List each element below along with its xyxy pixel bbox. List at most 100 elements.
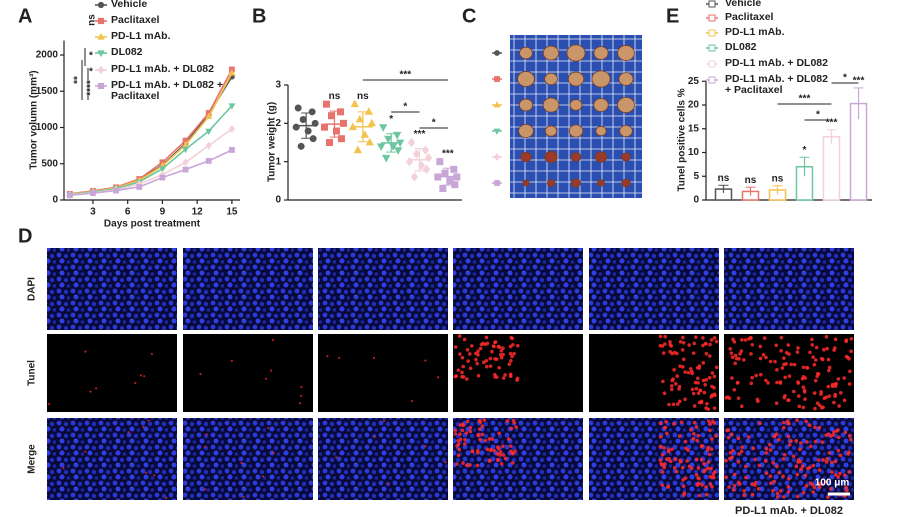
tunel-signal (691, 437, 696, 441)
tunel-signal (700, 483, 704, 487)
tunel-signal (95, 387, 98, 390)
tumor (617, 45, 635, 61)
y-tick-label: 2000 (36, 50, 59, 61)
tunel-signal (476, 450, 480, 455)
marker (424, 153, 433, 163)
tunel-signal (781, 457, 786, 461)
tunel-signal (707, 452, 712, 457)
micrograph (589, 248, 719, 330)
tunel-signal (660, 463, 664, 467)
tunel-signal (803, 397, 807, 401)
tunel-signal (838, 453, 843, 458)
tunel-signal (508, 372, 513, 377)
tunel-signal (699, 457, 704, 462)
tunel-signal (764, 446, 769, 451)
marker (384, 135, 393, 144)
tunel-signal (822, 347, 826, 352)
tunel-signal (673, 382, 678, 386)
tunel-signal (753, 457, 757, 462)
tunel-signal (781, 426, 786, 430)
tunel-signal (667, 402, 671, 407)
tunel-signal (455, 462, 459, 466)
tunel-signal (47, 403, 51, 406)
tunel-signal (690, 387, 695, 392)
tunel-signal (833, 337, 838, 342)
tumor (546, 179, 556, 187)
tunel-signal (468, 366, 473, 371)
tunel-signal (708, 422, 712, 426)
marker (340, 119, 347, 127)
tunel-signal (660, 483, 665, 487)
tunel-signal (847, 382, 852, 386)
y-tick-label: 10 (688, 147, 700, 158)
micrograph (589, 334, 719, 412)
tunel-signal (463, 437, 467, 442)
tunel-signal (671, 402, 676, 407)
legend-label: Paclitaxel (725, 11, 774, 23)
tunel-signal (261, 475, 265, 478)
tunel-signal (686, 370, 691, 375)
marker (367, 118, 376, 127)
tunel-signal (697, 493, 702, 498)
tunel-signal (710, 437, 714, 441)
tunel-signal (696, 482, 700, 486)
tunel-signal (458, 352, 462, 356)
tunel-signal (664, 420, 668, 424)
marker (355, 114, 364, 123)
x-tick-label: 15 (226, 207, 238, 218)
tunel-signal (513, 449, 517, 454)
tunel-signal (728, 450, 733, 455)
tunel-signal (758, 344, 763, 349)
tunel-signal (744, 475, 748, 480)
tunel-signal (843, 473, 847, 477)
tunel-signal (480, 424, 485, 428)
column-label: PD-L1 mAb. + DL082 (735, 505, 843, 517)
micrograph (589, 418, 719, 500)
tunel-signal (750, 342, 755, 347)
marker (394, 147, 403, 155)
significance: * (89, 51, 93, 62)
y-tick-label: 2 (275, 118, 281, 129)
tunel-signal (687, 343, 691, 347)
tunel-signal (826, 495, 830, 499)
marker (421, 145, 430, 155)
tunel-signal (672, 367, 676, 372)
tunel-signal (847, 470, 851, 474)
tunel-signal (742, 488, 747, 493)
tunel-signal (749, 381, 754, 386)
tunel-signal (464, 463, 469, 468)
tunel-signal (764, 355, 768, 360)
significance: ** (73, 76, 84, 84)
tunel-signal (458, 432, 462, 436)
y-axis-label: Tumor volumn (mm³) (29, 70, 40, 169)
tunel-signal (496, 445, 500, 449)
tumor (591, 70, 611, 88)
tumor (593, 98, 609, 112)
tunel-signal (658, 421, 663, 426)
tunel-signal (838, 471, 842, 476)
tunel-signal (694, 335, 698, 339)
tunel-signal (678, 364, 682, 368)
tunel-signal (830, 470, 834, 474)
marker (228, 125, 235, 133)
y-tick-label: 500 (41, 158, 58, 169)
tunel-signal (436, 376, 440, 379)
tunel-signal (704, 485, 708, 489)
tumor (595, 125, 607, 137)
tunel-signal (658, 334, 663, 339)
legend-label: PD-L1 mAb. + DL082 (111, 63, 214, 75)
tunel-signal (813, 406, 817, 411)
marker (422, 164, 431, 175)
tunel-signal (475, 463, 480, 468)
tunel-signal (798, 447, 802, 452)
marker (228, 69, 236, 76)
tunel-signal (681, 365, 685, 369)
tunel-signal (775, 464, 779, 469)
row-label: DAPI (27, 277, 38, 301)
tunel-signal (668, 339, 672, 344)
significance: *** (853, 76, 865, 87)
tunel-signal (142, 425, 145, 428)
y-axis-label: Tumor weight (g) (267, 102, 278, 182)
tunel-signal (787, 421, 791, 426)
tunel-signal (739, 449, 744, 454)
